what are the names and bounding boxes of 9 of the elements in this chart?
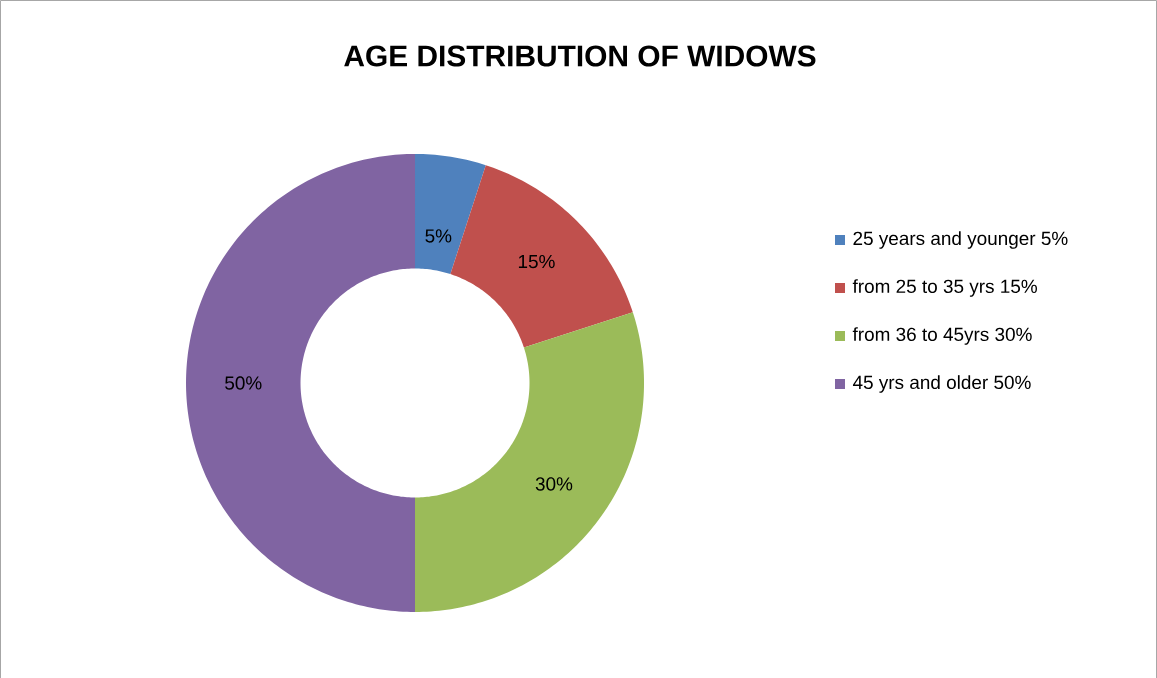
legend-label: 25 years and younger 5%: [853, 230, 1068, 249]
data-label: 5%: [425, 229, 452, 243]
legend-label: 45 yrs and older 50%: [852, 374, 1031, 393]
legend-label: from 36 to 45yrs 30%: [852, 326, 1032, 345]
data-label: 30%: [535, 476, 573, 491]
data-label: 50%: [225, 376, 262, 390]
chart-title: AGE DISTRIBUTION OF WIDOWS: [344, 45, 816, 67]
data-label: 15%: [518, 254, 555, 268]
legend-label: from 25 to 35 yrs 15%: [852, 278, 1037, 297]
